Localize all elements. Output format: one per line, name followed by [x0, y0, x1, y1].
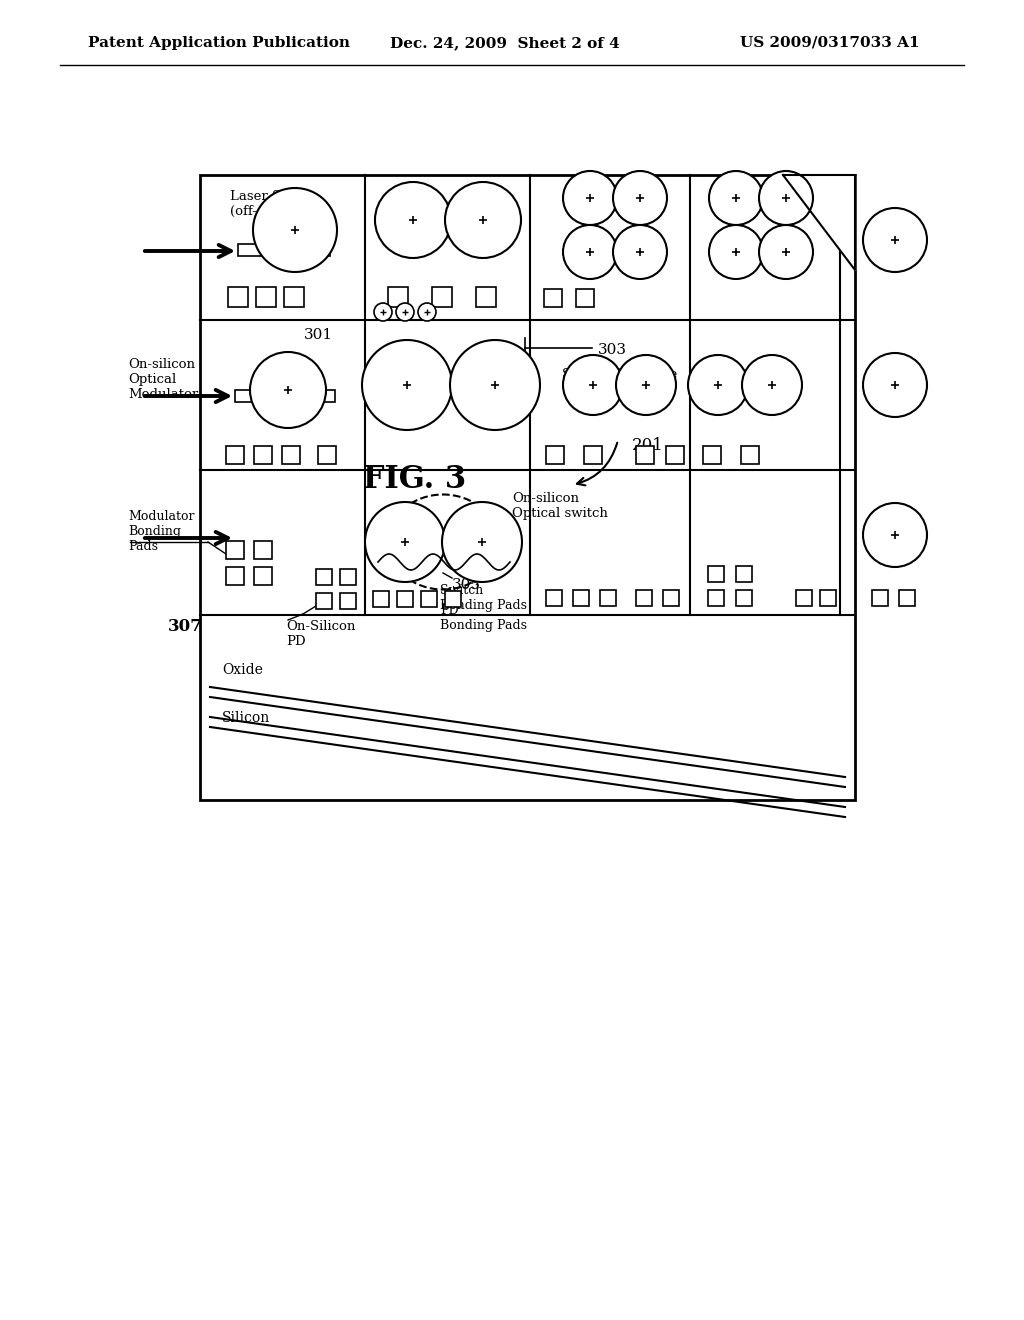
- Circle shape: [450, 341, 540, 430]
- Bar: [200, 176, 855, 800]
- Bar: [254, 568, 272, 585]
- Bar: [736, 590, 752, 606]
- Circle shape: [563, 355, 623, 414]
- Bar: [373, 591, 389, 607]
- Bar: [872, 590, 888, 606]
- Text: Switch
Bonding Pads: Switch Bonding Pads: [440, 583, 527, 612]
- Bar: [421, 591, 437, 607]
- Bar: [234, 389, 335, 403]
- Text: On-silicon
Optical
Modulator: On-silicon Optical Modulator: [128, 358, 199, 401]
- Text: Silicon: Silicon: [222, 711, 270, 725]
- Bar: [316, 593, 332, 609]
- Bar: [741, 446, 759, 465]
- Bar: [388, 286, 408, 308]
- Bar: [228, 286, 248, 308]
- Circle shape: [250, 352, 326, 428]
- Bar: [899, 590, 915, 606]
- Circle shape: [863, 352, 927, 417]
- Text: 305: 305: [452, 578, 481, 591]
- Bar: [708, 590, 724, 606]
- Bar: [445, 591, 461, 607]
- Text: Oxide: Oxide: [222, 663, 263, 677]
- Bar: [636, 590, 652, 606]
- Circle shape: [375, 182, 451, 257]
- Bar: [254, 446, 272, 465]
- Polygon shape: [783, 176, 855, 271]
- Bar: [476, 286, 496, 308]
- Circle shape: [374, 304, 392, 321]
- Circle shape: [445, 182, 521, 257]
- Circle shape: [563, 224, 617, 279]
- Circle shape: [365, 502, 445, 582]
- Circle shape: [688, 355, 748, 414]
- Bar: [708, 566, 724, 582]
- Circle shape: [709, 224, 763, 279]
- Bar: [226, 568, 244, 585]
- Bar: [736, 566, 752, 582]
- Circle shape: [742, 355, 802, 414]
- Bar: [584, 446, 602, 465]
- Text: Modulator
Bonding
Pads: Modulator Bonding Pads: [128, 510, 195, 553]
- Bar: [544, 289, 562, 308]
- Bar: [600, 590, 616, 606]
- Bar: [636, 446, 654, 465]
- Circle shape: [759, 172, 813, 224]
- Circle shape: [863, 209, 927, 272]
- Text: On-Silicon
PD: On-Silicon PD: [286, 620, 355, 648]
- Bar: [663, 590, 679, 606]
- Bar: [226, 541, 244, 558]
- Circle shape: [863, 503, 927, 568]
- Bar: [256, 286, 276, 308]
- Circle shape: [563, 172, 617, 224]
- Text: US 2009/0317033 A1: US 2009/0317033 A1: [740, 36, 920, 50]
- Text: FIG. 3: FIG. 3: [364, 465, 467, 495]
- Bar: [282, 446, 300, 465]
- Circle shape: [759, 224, 813, 279]
- Circle shape: [442, 502, 522, 582]
- Bar: [546, 590, 562, 606]
- Bar: [318, 446, 336, 465]
- Text: 303: 303: [598, 343, 627, 356]
- Circle shape: [613, 224, 667, 279]
- Text: Patent Application Publication: Patent Application Publication: [88, 36, 350, 50]
- Text: Silicon Nanowire
Waveguide array: Silicon Nanowire Waveguide array: [562, 368, 677, 396]
- Circle shape: [616, 355, 676, 414]
- Bar: [397, 591, 413, 607]
- Bar: [316, 569, 332, 585]
- Bar: [340, 569, 356, 585]
- Text: Laser Source
(off-chip): Laser Source (off-chip): [230, 190, 319, 218]
- Bar: [238, 244, 330, 256]
- Text: 201: 201: [632, 437, 664, 454]
- Bar: [796, 590, 812, 606]
- Bar: [340, 593, 356, 609]
- Circle shape: [396, 304, 414, 321]
- Bar: [703, 446, 721, 465]
- Bar: [575, 289, 594, 308]
- Text: PD
Bonding Pads: PD Bonding Pads: [440, 605, 527, 632]
- Bar: [226, 446, 244, 465]
- Circle shape: [253, 187, 337, 272]
- Circle shape: [613, 172, 667, 224]
- Circle shape: [709, 172, 763, 224]
- Bar: [254, 541, 272, 558]
- Bar: [284, 286, 304, 308]
- Bar: [666, 446, 684, 465]
- Bar: [573, 590, 589, 606]
- Text: 307: 307: [168, 618, 203, 635]
- Bar: [432, 286, 452, 308]
- Circle shape: [418, 304, 436, 321]
- Bar: [546, 446, 564, 465]
- Text: On-silicon
Optical switch: On-silicon Optical switch: [512, 492, 608, 520]
- Text: Dec. 24, 2009  Sheet 2 of 4: Dec. 24, 2009 Sheet 2 of 4: [390, 36, 620, 50]
- Bar: [820, 590, 836, 606]
- Text: 301: 301: [303, 327, 333, 342]
- Circle shape: [362, 341, 452, 430]
